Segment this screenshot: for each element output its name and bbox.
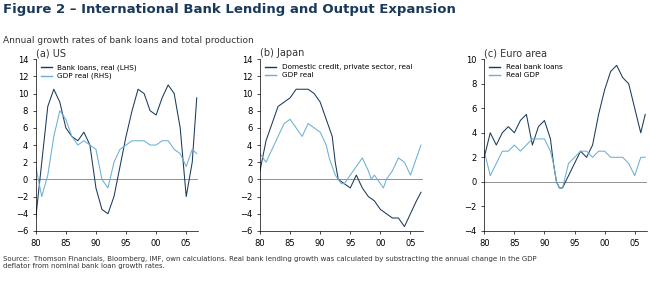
Text: Annual growth rates of bank loans and total production: Annual growth rates of bank loans and to… bbox=[3, 36, 254, 44]
Text: (c) Euro area: (c) Euro area bbox=[484, 49, 547, 58]
Text: (a) US: (a) US bbox=[36, 49, 66, 58]
Text: (b) Japan: (b) Japan bbox=[260, 49, 304, 58]
Legend: Bank loans, real (LHS), GDP real (RHS): Bank loans, real (LHS), GDP real (RHS) bbox=[40, 63, 138, 81]
Legend: Domestic credit, private sector, real, GDP real: Domestic credit, private sector, real, G… bbox=[264, 63, 413, 80]
Text: Figure 2 – International Bank Lending and Output Expansion: Figure 2 – International Bank Lending an… bbox=[3, 3, 456, 16]
Text: Source:  Thomson Financials, Bloomberg, IMF, own calculations. Real bank lending: Source: Thomson Financials, Bloomberg, I… bbox=[3, 256, 537, 269]
Legend: Real bank loans, Real GDP: Real bank loans, Real GDP bbox=[488, 63, 564, 80]
